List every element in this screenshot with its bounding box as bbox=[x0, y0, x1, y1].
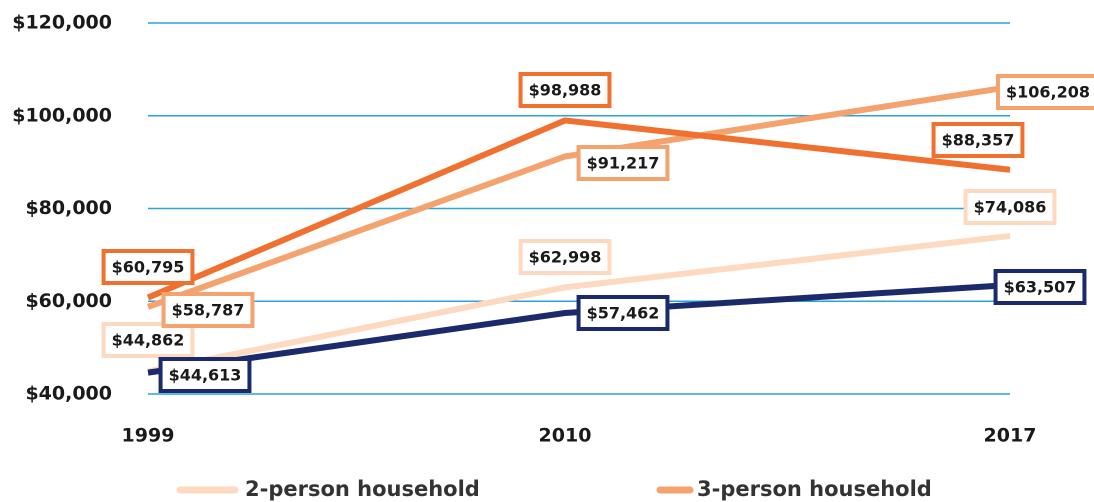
data-label-box bbox=[518, 72, 612, 108]
y-tick-label: $80,000 bbox=[25, 197, 112, 219]
y-tick-label: $100,000 bbox=[12, 104, 112, 126]
data-label-box bbox=[963, 189, 1057, 225]
data-label-box bbox=[576, 145, 670, 181]
data-label: $60,795 bbox=[101, 249, 195, 285]
data-label-text: $57,462 bbox=[587, 304, 660, 323]
legend-label: 3-person household bbox=[697, 477, 932, 501]
data-label-box bbox=[101, 249, 195, 285]
x-tick-label: 2010 bbox=[539, 425, 592, 447]
data-label-text: $44,613 bbox=[169, 366, 242, 385]
data-label-box bbox=[995, 74, 1094, 110]
data-label-box bbox=[158, 357, 252, 393]
data-label-box bbox=[161, 292, 255, 328]
data-label: $62,998 bbox=[518, 239, 612, 275]
data-label-text: $106,208 bbox=[1006, 83, 1090, 102]
data-label-text: $44,862 bbox=[112, 331, 185, 350]
data-label-box bbox=[993, 269, 1087, 305]
series-line bbox=[147, 281, 1011, 376]
data-label-text: $58,787 bbox=[172, 301, 245, 320]
data-label: $91,217 bbox=[576, 145, 670, 181]
data-label-box bbox=[101, 322, 195, 358]
series-line bbox=[147, 232, 1011, 375]
x-tick-label: 1999 bbox=[122, 425, 175, 447]
data-label: $74,086 bbox=[963, 189, 1057, 225]
x-tick-label: 2017 bbox=[984, 425, 1037, 447]
data-label: $58,787 bbox=[161, 292, 255, 328]
data-label: $106,208 bbox=[995, 74, 1094, 110]
data-label-text: $91,217 bbox=[587, 154, 660, 173]
legend-label: 2-person household bbox=[245, 477, 480, 501]
data-label-text: $74,086 bbox=[974, 198, 1047, 217]
data-label-box bbox=[518, 239, 612, 275]
y-tick-label: $120,000 bbox=[12, 12, 112, 34]
data-label: $63,507 bbox=[993, 269, 1087, 305]
series-line bbox=[146, 83, 1011, 310]
data-label-text: $88,357 bbox=[942, 131, 1015, 150]
data-label-text: $98,988 bbox=[529, 81, 602, 100]
data-label: $44,862 bbox=[101, 322, 195, 358]
y-tick-label: $40,000 bbox=[25, 383, 112, 405]
data-label-text: $60,795 bbox=[112, 258, 185, 277]
data-label-text: $63,507 bbox=[1004, 278, 1077, 297]
data-label-box bbox=[931, 122, 1025, 158]
data-label: $44,613 bbox=[158, 357, 252, 393]
data-label-text: $62,998 bbox=[529, 248, 602, 267]
data-label: $88,357 bbox=[931, 122, 1025, 158]
data-label-box bbox=[576, 295, 670, 331]
y-tick-label: $60,000 bbox=[25, 290, 112, 312]
series-line bbox=[146, 117, 1011, 301]
data-label: $57,462 bbox=[576, 295, 670, 331]
data-label: $98,988 bbox=[518, 72, 612, 108]
